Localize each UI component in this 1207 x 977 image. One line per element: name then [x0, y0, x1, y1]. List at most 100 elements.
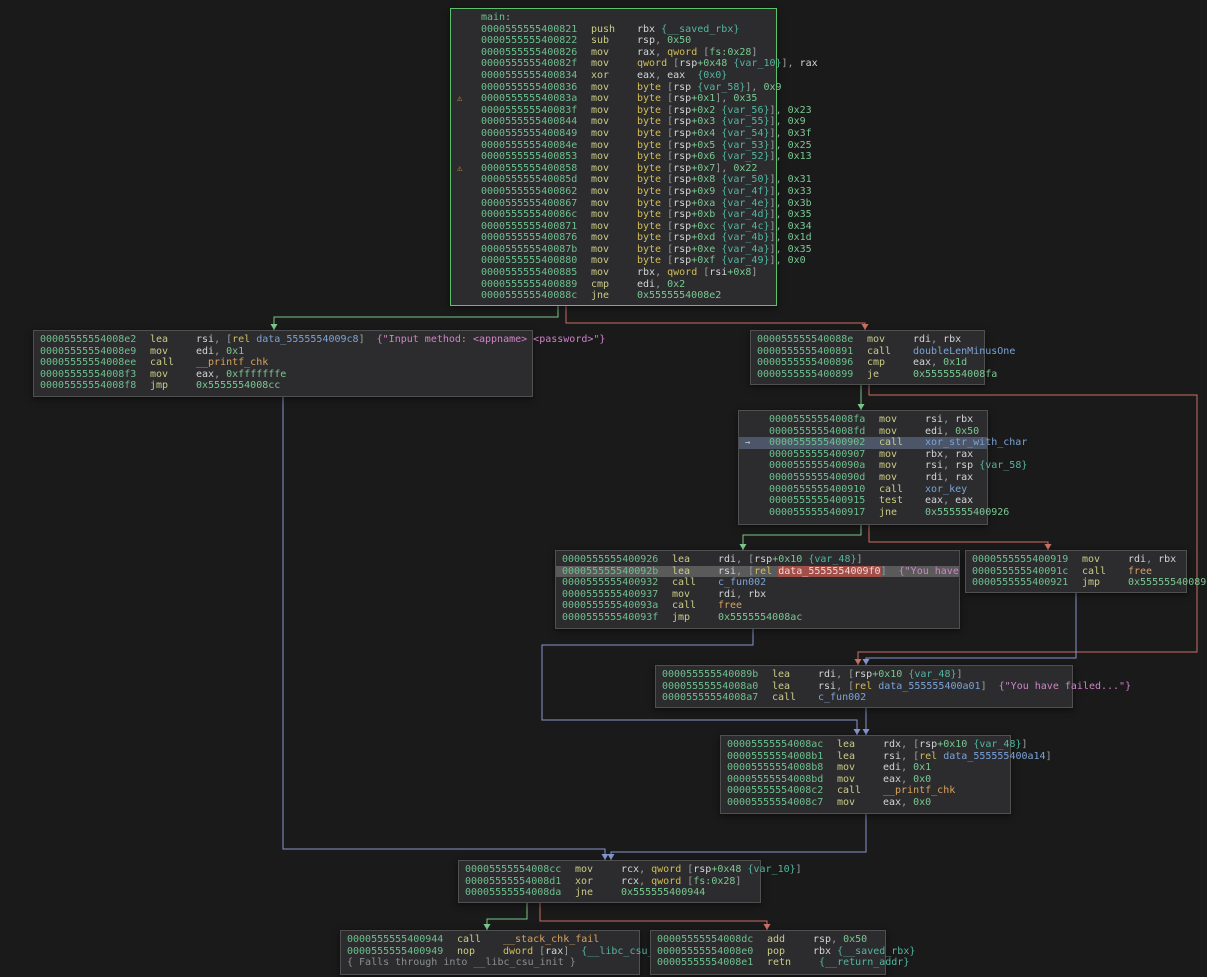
- instruction-address: 00005555554008da: [465, 887, 562, 899]
- instruction-operands: rsi, [rel data_555555400a14]: [883, 751, 1052, 763]
- instruction-0932[interactable]: 0000555555400932 call c_fun002: [556, 577, 959, 589]
- instruction-08e9[interactable]: 00005555554008e9 mov edi, 0x1: [34, 346, 532, 358]
- operand-token: [: [661, 197, 674, 209]
- operand-token: rbx: [1158, 554, 1177, 565]
- instruction-090a[interactable]: 000055555540090a mov rsi, rsp {var_58}: [739, 460, 1027, 472]
- instruction-08b8[interactable]: 00005555554008b8 mov edi, 0x1: [721, 762, 1010, 774]
- instruction-088c[interactable]: 000055555540088c jne 0x5555554008e2: [451, 290, 776, 302]
- operand-token: 0x1: [913, 762, 932, 774]
- instruction-0944[interactable]: 0000555555400944 call __stack_chk_fail: [341, 934, 639, 946]
- operand-token: data_5555554009f0: [778, 565, 881, 577]
- instruction-0902[interactable]: → 0000555555400902 call xor_str_with_char: [739, 437, 1027, 449]
- instruction-address: 0000555555400919: [972, 554, 1069, 565]
- instruction-0849[interactable]: 0000555555400849 mov byte [rsp+0x4 {var_54…: [451, 128, 812, 140]
- operand-token: byte: [637, 104, 662, 116]
- instruction-08f8[interactable]: 00005555554008f8 jmp 0x5555554008cc: [34, 380, 532, 392]
- instruction-address: 0000555555400876: [481, 232, 578, 244]
- instruction-091c[interactable]: 000055555540091c call free: [966, 566, 1186, 578]
- instruction-0876[interactable]: 0000555555400876 mov byte [rsp+0xd {var_4b…: [451, 232, 812, 244]
- operand-token: ,: [943, 425, 956, 437]
- instruction-092b[interactable]: 000055555540092b lea rsi, [rel data_555555…: [556, 565, 1019, 578]
- instruction-0858[interactable]: ⚠ 0000555555400858 mov byte [rsp+0x7], 0x22: [451, 163, 776, 175]
- instruction-0844[interactable]: 0000555555400844 mov byte [rsp+0x3 {var_55…: [451, 116, 806, 128]
- instruction-08c2[interactable]: 00005555554008c2 call __printf_chk: [721, 785, 1010, 797]
- operand-token: rsp: [813, 934, 832, 945]
- instruction-08e0[interactable]: 00005555554008e0 pop rbx {__saved_rbx}: [651, 946, 915, 958]
- instruction-083a[interactable]: ⚠ 000055555540083a mov byte [rsp+0x1], 0x35: [451, 93, 776, 105]
- edge-arrowhead-icon: [270, 324, 278, 330]
- operand-token: ,: [655, 267, 668, 279]
- instruction-093f[interactable]: 000055555540093f jmp 0x5555554008ac: [556, 612, 959, 624]
- instruction-08da[interactable]: 00005555554008da jne 0x555555400944: [459, 887, 760, 899]
- instruction-088e[interactable]: 000055555540088e mov rdi, rbx: [751, 334, 984, 346]
- instruction-08b1[interactable]: 00005555554008b1 lea rsi, [rel data_555555…: [721, 751, 1052, 763]
- instruction-0926[interactable]: 0000555555400926 lea rdi, [rsp+0x10 {var_4…: [556, 554, 959, 566]
- instruction-08a7[interactable]: 00005555554008a7 call c_fun002: [656, 692, 1072, 704]
- operand-token: {var_53}: [721, 139, 770, 151]
- instruction-08dc[interactable]: 00005555554008dc add rsp, 0x50: [651, 934, 885, 946]
- instruction-08fa[interactable]: 00005555554008fa mov rsi, rbx: [739, 414, 987, 426]
- instruction-08e1[interactable]: 00005555554008e1 retn {__return_addr}: [651, 957, 909, 969]
- instruction-093a[interactable]: 000055555540093a call free: [556, 600, 959, 612]
- instruction-0937[interactable]: 0000555555400937 mov rdi, rbx: [556, 589, 959, 601]
- instruction-0880[interactable]: 0000555555400880 mov byte [rsp+0xf {var_49…: [451, 255, 806, 267]
- edge-arrowhead-icon: [862, 659, 870, 665]
- instruction-0949[interactable]: 0000555555400949 nop dword [rax] {__libc_c…: [341, 946, 684, 958]
- instruction-mnemonic: mov: [575, 864, 594, 875]
- instruction-0834[interactable]: 0000555555400834 xor eax, eax {0x0}: [451, 70, 776, 82]
- instruction-08bd[interactable]: 00005555554008bd mov eax, 0x0: [721, 774, 1010, 786]
- instruction-0885[interactable]: 0000555555400885 mov rbx, qword [rsi+0x8]: [451, 267, 776, 279]
- instruction-08d1[interactable]: 00005555554008d1 xor rcx, qword [fs:0x28]: [459, 876, 760, 888]
- operand-token: {var_50}: [721, 174, 770, 186]
- instruction-0919[interactable]: 0000555555400919 mov rdi, rbx: [966, 554, 1186, 566]
- instruction-08f3[interactable]: 00005555554008f3 mov eax, 0xfffffffe: [34, 369, 532, 381]
- instruction-0899[interactable]: 0000555555400899 je 0x5555554008fa: [751, 369, 997, 381]
- instruction-08a0[interactable]: 00005555554008a0 lea rsi, [rel data_555555…: [656, 681, 1131, 693]
- instruction-mnemonic: mov: [591, 162, 610, 174]
- instruction-087b[interactable]: 000055555540087b mov byte [rsp+0xe {var_4a…: [451, 244, 812, 256]
- instruction-08fd[interactable]: 00005555554008fd mov edi, 0x50: [739, 426, 987, 438]
- instruction-0853[interactable]: 0000555555400853 mov byte [rsp+0x6 {var_52…: [451, 151, 812, 163]
- instruction-085d[interactable]: 000055555540085d mov byte [rsp+0x8 {var_50…: [451, 174, 812, 186]
- operand-token: 0x55555540089b: [1128, 577, 1207, 589]
- instruction-089b[interactable]: 000055555540089b lea rdi, [rsp+0x10 {var_4…: [656, 669, 1072, 681]
- operand-token: ,: [655, 46, 668, 58]
- instruction-0871[interactable]: 0000555555400871 mov byte [rsp+0xc {var_4c…: [451, 221, 812, 233]
- instruction-083f[interactable]: 000055555540083f mov byte [rsp+0x2 {var_56…: [451, 104, 812, 117]
- operand-token: ]: [856, 554, 863, 565]
- instruction-0921[interactable]: 0000555555400921 jmp 0x55555540089b: [966, 577, 1207, 589]
- instruction-operands: 0x55555540089b: [1128, 577, 1207, 589]
- instruction-0910[interactable]: 0000555555400910 call xor_key: [739, 484, 987, 496]
- operand-token: 0x9: [787, 116, 806, 128]
- instruction-08ee[interactable]: 00005555554008ee call __printf_chk: [34, 357, 532, 369]
- instruction-address: 000055555540089b: [662, 669, 759, 680]
- operand-token: 0x34: [787, 220, 812, 232]
- operand-token: rsp: [673, 232, 692, 244]
- instruction-0917[interactable]: 0000555555400917 jne 0x555555400926: [739, 507, 1009, 519]
- instruction-090d[interactable]: 000055555540090d mov rdi, rax: [739, 472, 987, 484]
- operand-token: +0x1: [691, 93, 716, 105]
- instruction-0821[interactable]: 0000555555400821 push rbx {__saved_rbx}: [451, 24, 776, 36]
- instruction-0822[interactable]: 0000555555400822 sub rsp, 0x50: [451, 35, 776, 47]
- instruction-08cc[interactable]: 00005555554008cc mov rcx, qword [rsp+0x48 …: [459, 864, 802, 876]
- instruction-084e[interactable]: 000055555540084e mov byte [rsp+0x5 {var_53…: [451, 139, 812, 152]
- operand-token: ],: [769, 220, 788, 232]
- instruction-0862[interactable]: 0000555555400862 mov byte [rsp+0x9 {var_4f…: [451, 186, 812, 198]
- instruction-0907[interactable]: 0000555555400907 mov rbx, rax: [739, 449, 987, 461]
- instruction-082f[interactable]: 000055555540082f mov qword [rsp+0x48 {var_…: [451, 58, 818, 70]
- instruction-0891[interactable]: 0000555555400891 call doubleLenMinusOne: [751, 346, 1015, 358]
- operand-token: ,: [901, 773, 914, 785]
- operand-token: ],: [769, 127, 788, 139]
- instruction-0896[interactable]: 0000555555400896 cmp eax, 0x1d: [751, 357, 984, 369]
- instruction-08ac[interactable]: 00005555554008ac lea rdx, [rsp+0x10 {var_4…: [721, 739, 1028, 751]
- instruction-0915[interactable]: 0000555555400915 test eax, eax: [739, 495, 987, 507]
- instruction-0867[interactable]: 0000555555400867 mov byte [rsp+0xa {var_4e…: [451, 197, 812, 210]
- instruction-0836[interactable]: 0000555555400836 mov byte [rsp {var_58}], …: [451, 82, 782, 94]
- instruction-0826[interactable]: 0000555555400826 mov rax, qword [fs:0x28]: [451, 47, 776, 59]
- instruction-08c7[interactable]: 00005555554008c7 mov eax, 0x0: [721, 797, 1010, 809]
- operand-token: 0x0: [787, 255, 806, 267]
- instruction-086c[interactable]: 000055555540086c mov byte [rsp+0xb {var_4d…: [451, 209, 812, 221]
- instruction-08e2[interactable]: 00005555554008e2 lea rsi, [rel data_555555…: [34, 334, 605, 346]
- instruction-0889[interactable]: 0000555555400889 cmp edi, 0x2: [451, 279, 776, 291]
